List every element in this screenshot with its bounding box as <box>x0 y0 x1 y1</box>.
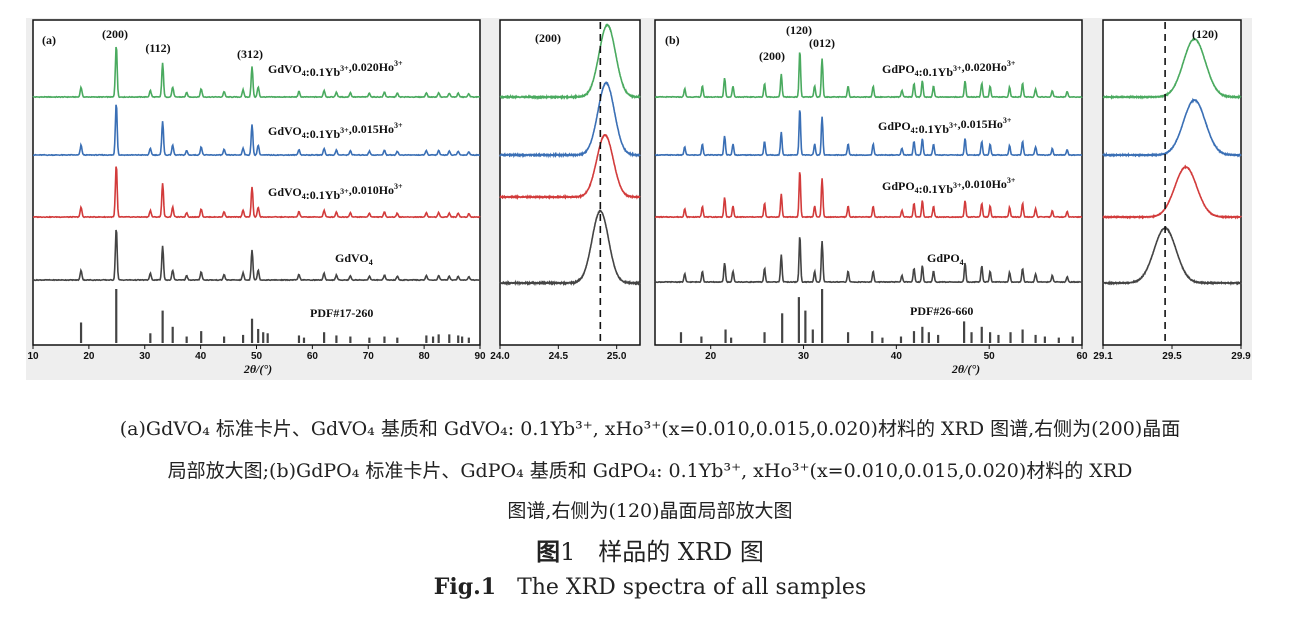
zoom-120-series-2 <box>1102 164 1242 220</box>
panel-a-legend-red: GdVO4:0.1Yb3+,0.010Ho3+ <box>268 182 403 202</box>
panel-a-series-2 <box>32 166 481 219</box>
panel-a-series-0 <box>32 46 481 99</box>
panel-a-frame <box>32 19 481 346</box>
zoom-120-series-3 <box>1102 225 1242 286</box>
panel-b-legend-black: GdPO4 <box>927 251 964 267</box>
panel-b-peak-label-120: (120) <box>786 23 812 37</box>
panel-a-series-1 <box>33 104 480 157</box>
zoom-200-series-3 <box>499 209 641 287</box>
panel-b-xaxis-tick-label-2: 40 <box>891 351 903 362</box>
zoom-120-series-1 <box>1102 97 1242 158</box>
zoom-120-peak-label: (120) <box>1192 27 1218 41</box>
panel-b-peak-label-200: (200) <box>759 49 785 63</box>
figure-title-number: 1 <box>560 538 576 566</box>
figure-title-label: 图 <box>536 537 561 566</box>
zoom-200-xaxis-tick-label-2: 25.0 <box>607 351 627 362</box>
figure-title-en-text: The XRD spectra of all samples <box>517 575 867 600</box>
panel-b-series-2 <box>654 172 1083 219</box>
caption-line-1: (a)GdVO₄ 标准卡片、GdVO₄ 基质和 GdVO₄: 0.1Yb³⁺, … <box>119 418 1181 440</box>
panel-b-xaxis-tick-label-1: 30 <box>798 351 810 362</box>
zoom-120-frame <box>1102 19 1242 346</box>
panel-a-legend-black: GdVO4 <box>335 251 373 267</box>
panel-b-xaxis-tick-label-3: 50 <box>984 351 996 362</box>
panel-b-label: (b) <box>665 33 680 47</box>
zoom-200-peak-label: (200) <box>535 31 561 45</box>
panel-a-xaxis-tick-label-4: 50 <box>251 351 263 362</box>
figure-title-text: 样品的 XRD 图 <box>598 538 764 566</box>
panel-b-peak-label-012: (012) <box>809 36 835 50</box>
zoom-200-frame <box>499 19 641 346</box>
zoom-120-xaxis-tick-label-1: 29.5 <box>1162 351 1182 362</box>
zoom-200-series-2 <box>499 134 641 201</box>
panel-a-xaxis-tick-label-1: 20 <box>83 351 95 362</box>
figure-title-en-label: Fig.1 <box>433 574 497 600</box>
panel-a-xaxis-tick-label-6: 70 <box>363 351 375 362</box>
panel-b-frame <box>654 19 1083 346</box>
zoom-200-series-0 <box>499 23 641 101</box>
zoom-120-series-0 <box>1102 37 1242 100</box>
panel-a-peak-label-200: (200) <box>102 27 128 41</box>
panel-b-legend-reference: PDF#26-660 <box>910 304 973 318</box>
figure-title-cn: 图1 样品的 XRD 图 <box>0 532 1300 567</box>
caption-line-2: 局部放大图;(b)GdPO₄ 标准卡片、GdPO₄ 基质和 GdPO₄: 0.1… <box>167 460 1133 482</box>
panel-a-xlabel: 2θ/(°) <box>243 362 272 376</box>
panel-b-legend-green: GdPO4:0.1Yb3+,0.020Ho3+ <box>882 59 1016 79</box>
panel-b-xaxis-tick-label-0: 20 <box>705 351 717 362</box>
panel-b-legend-blue: GdPO4:0.1Yb3+,0.015Ho3+ <box>878 116 1012 136</box>
panel-b-series-3 <box>654 237 1083 284</box>
panel-a-series-3 <box>32 229 481 282</box>
panel-a-xaxis-tick-label-5: 60 <box>307 351 319 362</box>
panel-b-legend-red: GdPO4:0.1Yb3+,0.010Ho3+ <box>882 176 1016 196</box>
panel-a-legend-blue: GdVO4:0.1Yb3+,0.015Ho3+ <box>268 121 403 141</box>
panel-a-xaxis-tick-label-7: 80 <box>419 351 431 362</box>
panel-b-series-0 <box>654 52 1083 99</box>
caption-line-3: 图谱,右侧为(120)晶面局部放大图 <box>507 500 793 522</box>
figure-title-en: Fig.1 The XRD spectra of all samples <box>0 574 1300 600</box>
panel-a-peak-label-112: (112) <box>145 41 170 55</box>
panel-a-peak-label-312: (312) <box>237 47 263 61</box>
zoom-120-xaxis-tick-label-0: 29.1 <box>1093 351 1113 362</box>
panel-b-xlabel: 2θ/(°) <box>951 362 980 376</box>
zoom-200-series-1 <box>499 81 641 159</box>
zoom-120-xaxis-tick-label-2: 29.9 <box>1231 351 1251 362</box>
panel-b-xaxis-tick-label-4: 60 <box>1076 351 1088 362</box>
panel-b-series-1 <box>654 110 1082 157</box>
panel-a-legend-reference: PDF#17-260 <box>310 306 373 320</box>
xrd-figure: 10 20 30 40 50 60 70 80 90 (a) (200) (112) (312) GdVO… <box>26 18 1252 380</box>
panel-a-xaxis-tick-label-8: 90 <box>474 351 486 362</box>
panel-a-xaxis-tick-label-0: 10 <box>27 351 39 362</box>
panel-a-label: (a) <box>42 33 56 47</box>
zoom-200-xaxis-tick-label-0: 24.0 <box>490 351 510 362</box>
panel-a-xaxis-tick-label-2: 30 <box>139 351 151 362</box>
panel-a-xaxis-tick-label-3: 40 <box>195 351 207 362</box>
zoom-200-xaxis-tick-label-1: 24.5 <box>549 351 569 362</box>
panel-a-legend-green: GdVO4:0.1Yb3+,0.020Ho3+ <box>268 59 403 79</box>
